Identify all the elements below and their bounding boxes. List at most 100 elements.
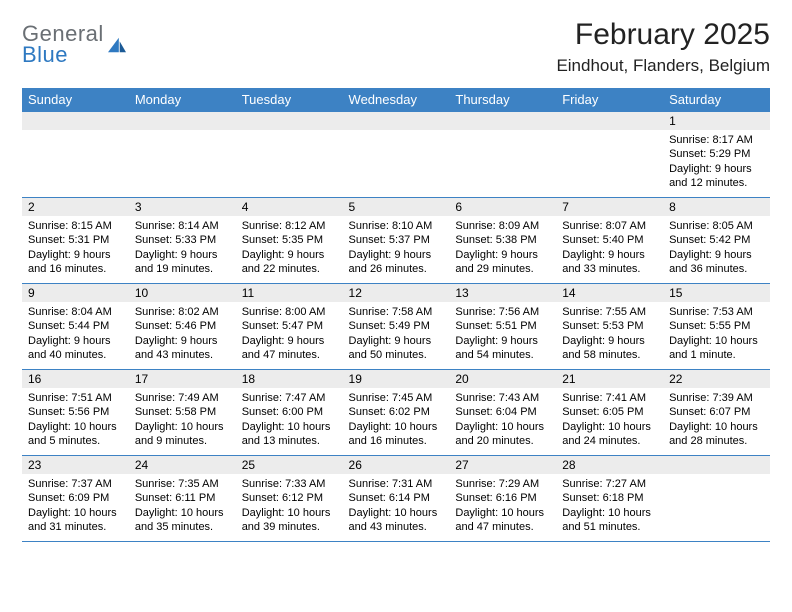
sunset-text: Sunset: 5:56 PM — [28, 405, 123, 419]
day-body: Sunrise: 7:51 AMSunset: 5:56 PMDaylight:… — [22, 388, 129, 452]
daylight-text: Daylight: 9 hours and 16 minutes. — [28, 248, 123, 277]
sunrise-text: Sunrise: 7:27 AM — [562, 477, 657, 491]
day-cell: 1Sunrise: 8:17 AMSunset: 5:29 PMDaylight… — [663, 112, 770, 198]
sunrise-text: Sunrise: 7:56 AM — [455, 305, 550, 319]
sunset-text: Sunset: 6:00 PM — [242, 405, 337, 419]
sunset-text: Sunset: 5:58 PM — [135, 405, 230, 419]
day-number: 2 — [22, 198, 129, 216]
day-cell: 25Sunrise: 7:33 AMSunset: 6:12 PMDayligh… — [236, 456, 343, 542]
sunset-text: Sunset: 5:51 PM — [455, 319, 550, 333]
sunset-text: Sunset: 5:53 PM — [562, 319, 657, 333]
day-body: Sunrise: 7:53 AMSunset: 5:55 PMDaylight:… — [663, 302, 770, 366]
title-month: February 2025 — [556, 18, 770, 52]
day-number: 21 — [556, 370, 663, 388]
day-body: Sunrise: 8:17 AMSunset: 5:29 PMDaylight:… — [663, 130, 770, 194]
day-number: 27 — [449, 456, 556, 474]
day-number: 24 — [129, 456, 236, 474]
daylight-text: Daylight: 9 hours and 36 minutes. — [669, 248, 764, 277]
day-number: 16 — [22, 370, 129, 388]
calendar-body: 1Sunrise: 8:17 AMSunset: 5:29 PMDaylight… — [22, 112, 770, 542]
sunrise-text: Sunrise: 8:04 AM — [28, 305, 123, 319]
week-row: 9Sunrise: 8:04 AMSunset: 5:44 PMDaylight… — [22, 284, 770, 370]
day-number: 13 — [449, 284, 556, 302]
sunrise-text: Sunrise: 7:37 AM — [28, 477, 123, 491]
sunrise-text: Sunrise: 8:10 AM — [349, 219, 444, 233]
day-cell: 23Sunrise: 7:37 AMSunset: 6:09 PMDayligh… — [22, 456, 129, 542]
sunset-text: Sunset: 5:38 PM — [455, 233, 550, 247]
sunset-text: Sunset: 5:37 PM — [349, 233, 444, 247]
logo-line2: Blue — [22, 45, 104, 66]
sunrise-text: Sunrise: 8:14 AM — [135, 219, 230, 233]
day-cell: 3Sunrise: 8:14 AMSunset: 5:33 PMDaylight… — [129, 198, 236, 284]
daylight-text: Daylight: 9 hours and 33 minutes. — [562, 248, 657, 277]
day-cell: 15Sunrise: 7:53 AMSunset: 5:55 PMDayligh… — [663, 284, 770, 370]
day-number — [556, 112, 663, 130]
sunrise-text: Sunrise: 7:31 AM — [349, 477, 444, 491]
day-body: Sunrise: 8:15 AMSunset: 5:31 PMDaylight:… — [22, 216, 129, 280]
day-body: Sunrise: 7:27 AMSunset: 6:18 PMDaylight:… — [556, 474, 663, 538]
day-cell: 14Sunrise: 7:55 AMSunset: 5:53 PMDayligh… — [556, 284, 663, 370]
daylight-text: Daylight: 10 hours and 5 minutes. — [28, 420, 123, 449]
day-body: Sunrise: 8:07 AMSunset: 5:40 PMDaylight:… — [556, 216, 663, 280]
day-cell: 8Sunrise: 8:05 AMSunset: 5:42 PMDaylight… — [663, 198, 770, 284]
day-cell: 28Sunrise: 7:27 AMSunset: 6:18 PMDayligh… — [556, 456, 663, 542]
sunset-text: Sunset: 6:04 PM — [455, 405, 550, 419]
sunset-text: Sunset: 5:33 PM — [135, 233, 230, 247]
day-number: 11 — [236, 284, 343, 302]
day-cell: 7Sunrise: 8:07 AMSunset: 5:40 PMDaylight… — [556, 198, 663, 284]
day-number: 3 — [129, 198, 236, 216]
day-cell: 4Sunrise: 8:12 AMSunset: 5:35 PMDaylight… — [236, 198, 343, 284]
day-cell — [129, 112, 236, 198]
col-fri: Friday — [556, 88, 663, 112]
sunset-text: Sunset: 6:09 PM — [28, 491, 123, 505]
sunrise-text: Sunrise: 7:35 AM — [135, 477, 230, 491]
sunrise-text: Sunrise: 7:55 AM — [562, 305, 657, 319]
day-number — [22, 112, 129, 130]
day-number — [236, 112, 343, 130]
week-row: 2Sunrise: 8:15 AMSunset: 5:31 PMDaylight… — [22, 198, 770, 284]
day-body: Sunrise: 8:00 AMSunset: 5:47 PMDaylight:… — [236, 302, 343, 366]
daylight-text: Daylight: 10 hours and 31 minutes. — [28, 506, 123, 535]
day-body: Sunrise: 7:55 AMSunset: 5:53 PMDaylight:… — [556, 302, 663, 366]
day-body: Sunrise: 7:41 AMSunset: 6:05 PMDaylight:… — [556, 388, 663, 452]
day-number: 6 — [449, 198, 556, 216]
sunset-text: Sunset: 6:18 PM — [562, 491, 657, 505]
week-row: 16Sunrise: 7:51 AMSunset: 5:56 PMDayligh… — [22, 370, 770, 456]
day-number — [449, 112, 556, 130]
daylight-text: Daylight: 9 hours and 47 minutes. — [242, 334, 337, 363]
sunrise-text: Sunrise: 7:45 AM — [349, 391, 444, 405]
logo-text: General Blue — [22, 24, 104, 66]
daylight-text: Daylight: 10 hours and 16 minutes. — [349, 420, 444, 449]
day-body: Sunrise: 7:35 AMSunset: 6:11 PMDaylight:… — [129, 474, 236, 538]
week-row: 23Sunrise: 7:37 AMSunset: 6:09 PMDayligh… — [22, 456, 770, 542]
daylight-text: Daylight: 10 hours and 51 minutes. — [562, 506, 657, 535]
sunset-text: Sunset: 5:40 PM — [562, 233, 657, 247]
day-body: Sunrise: 8:09 AMSunset: 5:38 PMDaylight:… — [449, 216, 556, 280]
day-cell: 26Sunrise: 7:31 AMSunset: 6:14 PMDayligh… — [343, 456, 450, 542]
sunset-text: Sunset: 6:12 PM — [242, 491, 337, 505]
day-cell: 21Sunrise: 7:41 AMSunset: 6:05 PMDayligh… — [556, 370, 663, 456]
day-cell: 22Sunrise: 7:39 AMSunset: 6:07 PMDayligh… — [663, 370, 770, 456]
col-thu: Thursday — [449, 88, 556, 112]
daylight-text: Daylight: 10 hours and 1 minute. — [669, 334, 764, 363]
day-number: 1 — [663, 112, 770, 130]
day-number: 26 — [343, 456, 450, 474]
day-cell — [663, 456, 770, 542]
sunrise-text: Sunrise: 8:12 AM — [242, 219, 337, 233]
daylight-text: Daylight: 10 hours and 47 minutes. — [455, 506, 550, 535]
day-body: Sunrise: 7:45 AMSunset: 6:02 PMDaylight:… — [343, 388, 450, 452]
day-cell: 24Sunrise: 7:35 AMSunset: 6:11 PMDayligh… — [129, 456, 236, 542]
sunrise-text: Sunrise: 7:51 AM — [28, 391, 123, 405]
daylight-text: Daylight: 9 hours and 50 minutes. — [349, 334, 444, 363]
day-cell: 9Sunrise: 8:04 AMSunset: 5:44 PMDaylight… — [22, 284, 129, 370]
logo-sail-icon — [106, 36, 128, 54]
sunset-text: Sunset: 6:14 PM — [349, 491, 444, 505]
day-cell — [449, 112, 556, 198]
day-number: 20 — [449, 370, 556, 388]
day-body: Sunrise: 7:39 AMSunset: 6:07 PMDaylight:… — [663, 388, 770, 452]
daylight-text: Daylight: 10 hours and 13 minutes. — [242, 420, 337, 449]
day-cell: 17Sunrise: 7:49 AMSunset: 5:58 PMDayligh… — [129, 370, 236, 456]
day-number: 7 — [556, 198, 663, 216]
day-cell: 18Sunrise: 7:47 AMSunset: 6:00 PMDayligh… — [236, 370, 343, 456]
sunrise-text: Sunrise: 7:49 AM — [135, 391, 230, 405]
